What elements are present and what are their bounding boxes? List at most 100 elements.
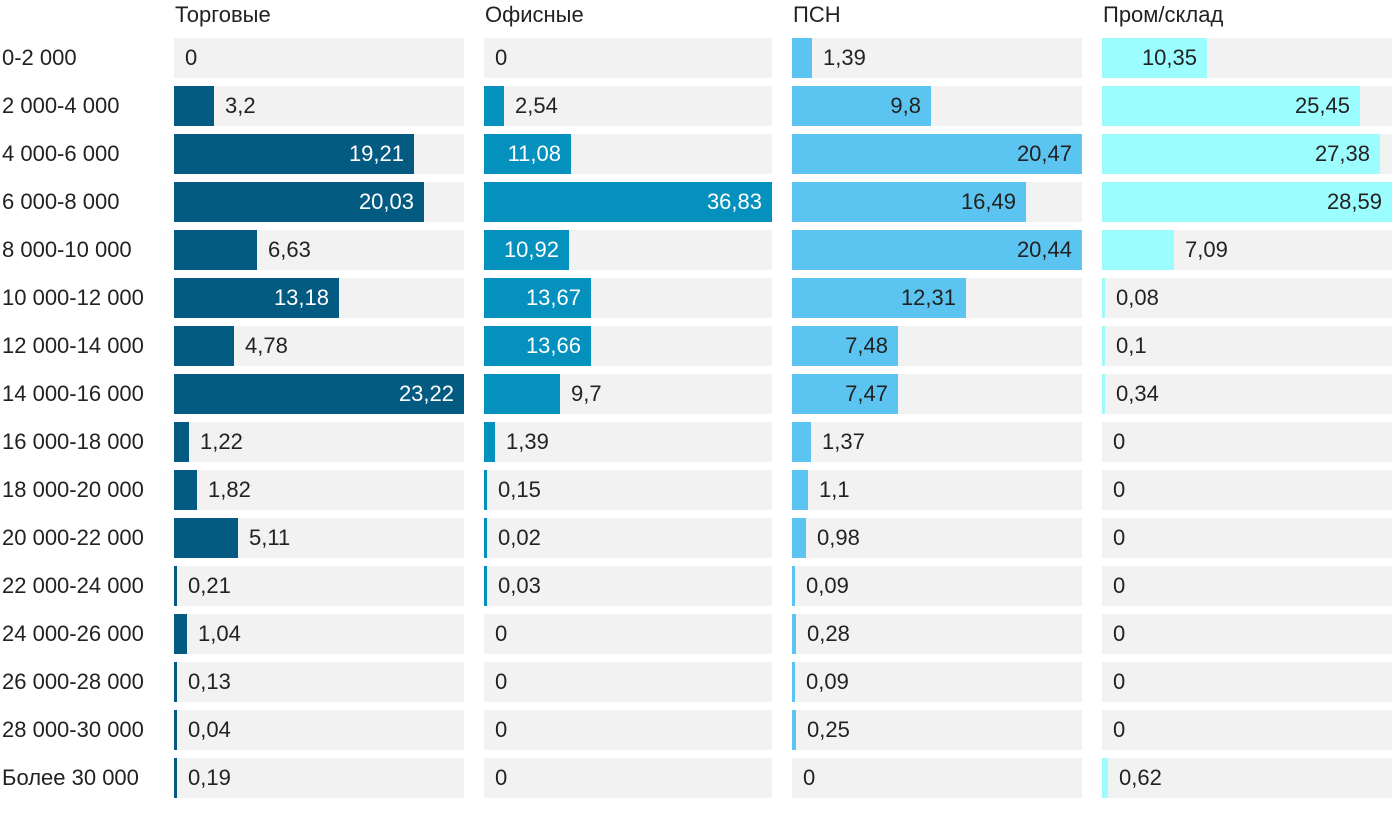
value-label: 12,31 — [900, 285, 956, 310]
bar — [484, 566, 487, 606]
bar — [792, 710, 796, 750]
bar-track: 28,59 — [1102, 182, 1392, 222]
value-label: 0,13 — [188, 669, 231, 694]
value-label: 0,1 — [1116, 333, 1147, 358]
bar — [484, 518, 487, 558]
bar-track: 0 — [484, 662, 772, 702]
value-label: 20,44 — [1016, 237, 1072, 262]
value-label: 0 — [495, 45, 508, 70]
value-label: 10,92 — [503, 237, 559, 262]
value-label: 1,39 — [506, 429, 549, 454]
value-label: 0,15 — [498, 477, 541, 502]
bar — [1102, 374, 1105, 414]
bar-track: 2,54 — [484, 86, 772, 126]
value-label: 23,22 — [398, 381, 454, 406]
value-label: 1,37 — [822, 429, 865, 454]
category-label: 8 000-10 000 — [2, 237, 132, 262]
value-label: 20,03 — [358, 189, 414, 214]
value-label: 19,21 — [348, 141, 404, 166]
bar — [174, 374, 464, 414]
value-label: 36,83 — [706, 189, 762, 214]
category-label: Более 30 000 — [2, 765, 139, 790]
value-label: 1,1 — [819, 477, 850, 502]
value-label: 5,11 — [249, 525, 291, 550]
bar — [174, 278, 339, 318]
bar — [174, 758, 177, 798]
value-label: 0 — [495, 765, 508, 790]
category-label: 2 000-4 000 — [2, 93, 120, 118]
bar-track: 0 — [1102, 470, 1392, 510]
bar-track: 0 — [792, 758, 1082, 798]
value-label: 0 — [1113, 477, 1126, 502]
bar-track: 0,34 — [1102, 374, 1392, 414]
bar — [484, 134, 571, 174]
bar — [484, 374, 560, 414]
value-label: 0 — [1113, 621, 1126, 646]
bar — [792, 134, 1082, 174]
bar — [174, 326, 234, 366]
value-label: 0 — [1113, 429, 1126, 454]
value-label: 0,98 — [817, 525, 860, 550]
category-label: 24 000-26 000 — [2, 621, 144, 646]
category-label: 28 000-30 000 — [2, 717, 144, 742]
bar — [792, 614, 796, 654]
bar — [484, 278, 591, 318]
value-label: 1,82 — [208, 477, 251, 502]
value-label: 0,08 — [1116, 285, 1159, 310]
bar — [484, 86, 504, 126]
bar — [792, 470, 808, 510]
value-label: 7,48 — [845, 333, 888, 358]
category-label: 6 000-8 000 — [2, 189, 120, 214]
bar — [792, 422, 811, 462]
bar — [174, 86, 214, 126]
bar — [792, 566, 795, 606]
bar-track: 9,7 — [484, 374, 772, 414]
bar — [792, 518, 806, 558]
value-label: 13,66 — [525, 333, 581, 358]
bar — [792, 374, 898, 414]
bar-track: 0 — [1102, 710, 1392, 750]
category-label: 26 000-28 000 — [2, 669, 144, 694]
bar — [1102, 134, 1380, 174]
bar-track: 1,22 — [174, 422, 464, 462]
bar-track: 23,22 — [174, 374, 464, 414]
value-label: 2,54 — [515, 93, 558, 118]
bar-track: 11,08 — [484, 134, 772, 174]
value-label: 0,02 — [498, 525, 541, 550]
value-label: 0 — [1113, 525, 1126, 550]
series-header: Пром/склад — [1103, 2, 1224, 27]
bar-track: 25,45 — [1102, 86, 1392, 126]
bar-track: 1,39 — [484, 422, 772, 462]
bar-track: 0,25 — [792, 710, 1082, 750]
bar-track: 10,92 — [484, 230, 772, 270]
bar-track: 0,28 — [792, 614, 1082, 654]
bar — [792, 182, 1026, 222]
bar-track: 0 — [484, 758, 772, 798]
category-label: 22 000-24 000 — [2, 573, 144, 598]
bar — [792, 230, 1082, 270]
bar-track: 0,15 — [484, 470, 772, 510]
value-label: 0 — [495, 621, 508, 646]
value-label: 6,63 — [268, 237, 311, 262]
bar — [174, 710, 177, 750]
bar-track: 1,39 — [792, 38, 1082, 78]
bar-track: 13,66 — [484, 326, 772, 366]
bar-track: 0,09 — [792, 662, 1082, 702]
value-label: 1,39 — [823, 45, 866, 70]
bar-track: 0,02 — [484, 518, 772, 558]
bar — [792, 86, 931, 126]
value-label: 0,62 — [1119, 765, 1162, 790]
value-label: 20,47 — [1016, 141, 1072, 166]
bar-track: 0 — [1102, 614, 1392, 654]
value-label: 0,19 — [188, 765, 231, 790]
bar-track: 0,19 — [174, 758, 464, 798]
value-label: 7,47 — [845, 381, 888, 406]
bar-track: 9,8 — [792, 86, 1082, 126]
value-label: 0,03 — [498, 573, 541, 598]
value-label: 0,25 — [807, 717, 850, 742]
bar-track: 20,47 — [792, 134, 1082, 174]
bar — [1102, 38, 1207, 78]
value-label: 9,8 — [890, 93, 921, 118]
value-label: 0 — [1113, 669, 1126, 694]
